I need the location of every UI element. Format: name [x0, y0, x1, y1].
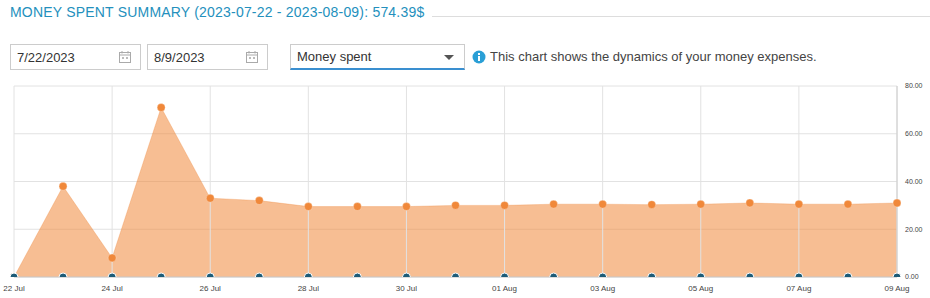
svg-text:20.00: 20.00: [905, 226, 922, 233]
html-text:This chart shows the dynamics: This chart shows the dynamics of your mo…: [490, 49, 817, 64]
svg-text:24 Jul: 24 Jul: [101, 284, 123, 293]
html-text:8/9/2023: 8/9/2023: [154, 49, 205, 65]
svg-text:60.00: 60.00: [905, 130, 922, 137]
svg-text:26 Jul: 26 Jul: [200, 284, 222, 293]
svg-text:22 Jul: 22 Jul: [8, 284, 25, 293]
html-text:Money spent: Money spent: [297, 49, 372, 64]
html-text:7/22/2023: 7/22/2023: [17, 49, 75, 65]
svg-text:40.00: 40.00: [905, 178, 922, 185]
svg-text:0.00: 0.00: [905, 273, 919, 280]
svg-text:09 Aug: 09 Aug: [885, 284, 910, 293]
svg-text:05 Aug: 05 Aug: [688, 284, 713, 293]
svg-text:28 Jul: 28 Jul: [298, 284, 320, 293]
svg-text:80.00: 80.00: [905, 82, 922, 89]
svg-text:30 Jul: 30 Jul: [396, 284, 418, 293]
html-text:MONEY SPENT SUMMARY (2023-07-2: MONEY SPENT SUMMARY (2023-07-22 - 2023-0…: [10, 4, 425, 20]
svg-text:07 Aug: 07 Aug: [786, 284, 811, 293]
svg-text:01 Aug: 01 Aug: [492, 284, 517, 293]
svg-text:03 Aug: 03 Aug: [590, 284, 615, 293]
